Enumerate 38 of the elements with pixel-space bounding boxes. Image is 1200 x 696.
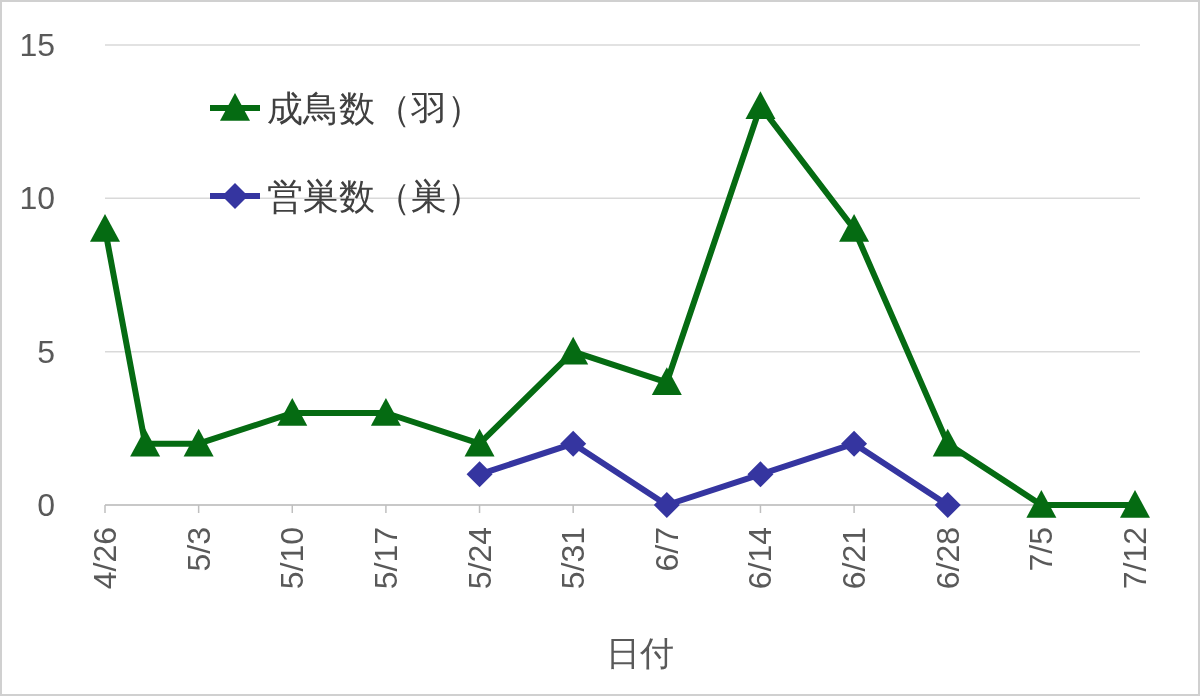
x-tick-label: 7/12 <box>1117 527 1153 590</box>
y-tick-label: 15 <box>19 27 55 63</box>
point <box>558 336 589 365</box>
point <box>651 367 682 396</box>
point <box>130 428 161 457</box>
x-tick-label: 7/5 <box>1023 527 1060 572</box>
x-tick-label: 4/26 <box>87 527 123 590</box>
point <box>745 91 776 120</box>
point <box>90 214 120 242</box>
point <box>466 461 493 488</box>
point <box>464 428 495 457</box>
point <box>653 492 680 518</box>
point <box>747 461 774 488</box>
point <box>934 492 961 518</box>
x-tick-label: 6/14 <box>742 527 779 590</box>
x-tick-label: 6/7 <box>648 527 685 572</box>
point <box>1120 490 1150 518</box>
x-tick-label: 5/31 <box>555 527 592 590</box>
point <box>370 398 401 426</box>
legend-label: 成鳥数（羽） <box>267 88 483 129</box>
x-axis-title: 日付 <box>606 634 674 672</box>
x-tick-label: 5/24 <box>461 527 498 590</box>
point <box>1026 490 1057 518</box>
point <box>839 214 870 242</box>
y-tick-label: 10 <box>19 180 55 217</box>
point <box>932 428 963 457</box>
x-tick-label: 5/17 <box>367 527 404 590</box>
y-tick-label: 0 <box>37 487 55 523</box>
y-tick-label: 5 <box>37 333 55 370</box>
x-tick-label: 5/10 <box>274 527 311 590</box>
point <box>183 428 214 457</box>
x-tick-label: 6/28 <box>929 527 966 590</box>
point <box>841 430 868 457</box>
x-tick-label: 6/21 <box>836 527 873 590</box>
point <box>560 430 587 457</box>
point <box>277 398 308 426</box>
legend-label: 営巣数（巣） <box>267 176 483 217</box>
x-tick-label: 5/3 <box>180 527 217 572</box>
